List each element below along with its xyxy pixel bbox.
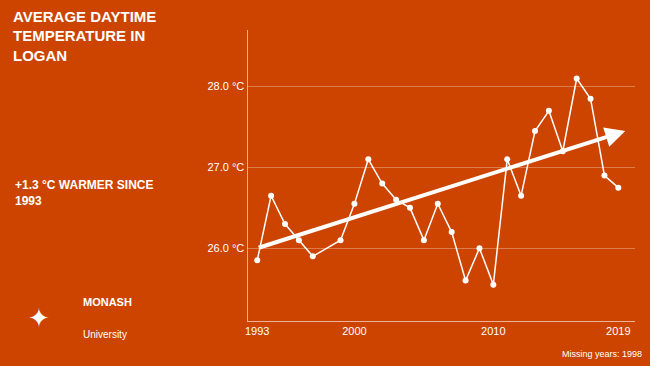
svg-text:AVERAGE DAYTIMETEMPERATURE INL: AVERAGE DAYTIMETEMPERATURE INLOGAN [13,8,156,64]
svg-text:28.0 °C: 28.0 °C [207,80,244,92]
svg-text:Missing years: 1998: Missing years: 1998 [562,349,642,359]
svg-text:2000: 2000 [342,325,366,337]
svg-text:✦: ✦ [28,303,50,333]
svg-text:2019: 2019 [606,325,630,337]
svg-text:+1.3 °C WARMER SINCE1993: +1.3 °C WARMER SINCE1993 [15,178,154,208]
svg-text:2010: 2010 [481,325,505,337]
svg-text:26.0 °C: 26.0 °C [207,242,244,254]
svg-text:MONASH: MONASH [83,296,132,308]
svg-text:University: University [83,329,127,340]
svg-text:1993: 1993 [245,325,269,337]
svg-text:27.0 °C: 27.0 °C [207,161,244,173]
